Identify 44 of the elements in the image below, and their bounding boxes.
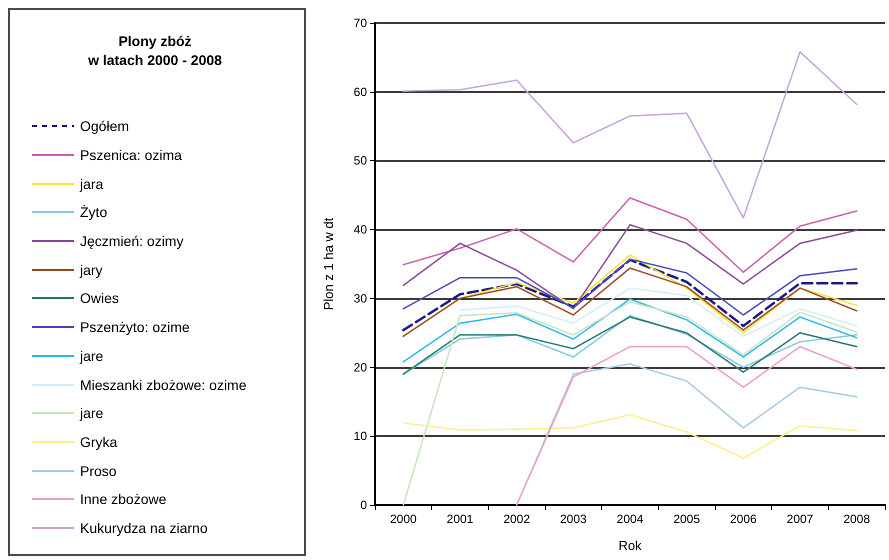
y-tick-label: 0 (360, 498, 368, 512)
line-series (459, 287, 858, 338)
x-tick-label: 2006 (730, 512, 758, 526)
y-tick-label: 10 (354, 429, 368, 444)
legend-label: Pszenżyto: ozime (80, 319, 190, 336)
legend-label: Żyto (80, 204, 108, 220)
x-axis-title: Rok (618, 538, 642, 553)
y-tick-label: 20 (354, 360, 368, 374)
legend-label: jare (80, 348, 104, 364)
line-series (402, 301, 858, 506)
legend-label: jara (80, 176, 104, 192)
line-series (402, 267, 858, 338)
x-tick-label: 2005 (673, 512, 700, 526)
legend-label: Proso (80, 462, 117, 479)
legend-label: jary (80, 262, 103, 278)
x-tick-label: 2004 (616, 512, 644, 526)
legend-label: jare (80, 405, 104, 422)
line-series (402, 51, 858, 219)
y-tick-label: 30 (354, 291, 368, 306)
line-series (402, 197, 858, 274)
x-tick-label: 2003 (560, 512, 588, 526)
x-tick-label: 2008 (843, 512, 870, 526)
legend-label: Gryka (80, 434, 118, 450)
legend-label: Pszenica: ozima (80, 147, 182, 164)
legend-label: Owies (80, 290, 119, 306)
line-series (402, 414, 858, 459)
y-tick-label: 70 (354, 16, 368, 30)
x-tick-label: 2007 (786, 512, 814, 526)
legend-label: Jęczmień: ozimy (80, 233, 184, 250)
x-tick-label: 2002 (503, 512, 530, 526)
legend-label: Kukurydza na ziarno (80, 520, 208, 536)
x-tick-label: 2000 (390, 512, 418, 526)
legend-label: Ogółem (80, 118, 130, 134)
legend-label: Inne zbożowe (80, 491, 166, 508)
y-tick-label: 60 (354, 84, 368, 99)
legend-label: Mieszanki zbożowe: ozime (80, 376, 247, 393)
y-axis-title: Plon z 1 ha w dt (321, 217, 336, 310)
text: Plony zbóż w latach 2000 - 2008 (87, 32, 223, 70)
y-tick-label: 40 (354, 222, 368, 237)
y-tick-label: 50 (354, 154, 368, 168)
x-tick-label: 2001 (446, 512, 474, 526)
line-series (402, 258, 858, 316)
line-series (402, 224, 858, 310)
line-series (402, 298, 858, 363)
